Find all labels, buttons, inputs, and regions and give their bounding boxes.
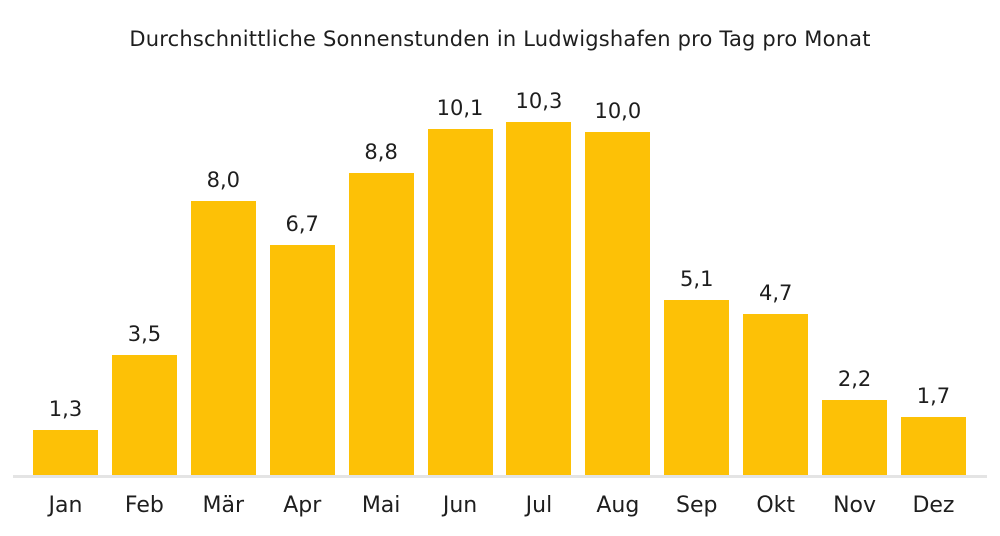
x-axis-label: Feb [124, 493, 164, 518]
bar-value-label: 5,1 [680, 267, 714, 291]
x-axis-label: Mär [202, 493, 245, 518]
bar-column: 10,1 [427, 96, 493, 475]
bar [822, 400, 888, 475]
x-axis-label: Sep [676, 493, 718, 518]
x-axis-label: Nov [833, 493, 877, 518]
bar [33, 430, 98, 475]
bar [269, 245, 335, 475]
bar-value-label: 4,7 [758, 281, 793, 305]
bars-row: 1,3 3,5 8,0 6,7 8,8 10,1 10,3 10,0 5,1 4,7 2,2 1,7 [33, 89, 966, 475]
bar-value-label: 6,7 [285, 212, 319, 236]
bar [900, 417, 966, 475]
bar-value-label: 1,7 [916, 384, 951, 408]
x-axis-label: Mai [361, 493, 401, 518]
bar [585, 132, 651, 475]
bar-value-label: 1,3 [48, 397, 83, 421]
x-axis-label: Jan [48, 493, 83, 518]
bar-column: 1,7 [900, 384, 966, 475]
x-axis-label: Apr [283, 493, 322, 518]
bar-value-label: 8,0 [206, 168, 241, 192]
bar-column: 10,0 [585, 99, 651, 475]
bar-column: 4,7 [743, 281, 809, 475]
bar-value-label: 8,8 [364, 140, 398, 164]
x-axis-label: Jun [442, 493, 478, 518]
bar-column: 3,5 [111, 322, 177, 475]
x-axis-baseline [13, 475, 987, 478]
bar [664, 300, 730, 475]
x-axis-label: Jul [525, 493, 553, 518]
bar-column: 1,3 [33, 397, 98, 475]
bar [427, 129, 493, 475]
x-axis-label: Aug [596, 493, 640, 518]
bar-column: 6,7 [269, 212, 335, 475]
bar-value-label: 2,2 [837, 367, 872, 391]
bar-value-label: 10,3 [515, 89, 563, 113]
bar-column: 10,3 [506, 89, 572, 475]
bar [743, 314, 809, 475]
bar-column: 8,8 [348, 140, 414, 475]
bar-column: 8,0 [190, 168, 256, 475]
x-axis-label: Dez [912, 493, 955, 518]
bar-column: 2,2 [822, 367, 888, 475]
bar [190, 201, 256, 475]
bar [111, 355, 177, 475]
chart-title: Durchschnittliche Sonnenstunden in Ludwi… [129, 27, 871, 51]
bar [506, 122, 572, 475]
x-axis-label: Okt [756, 493, 795, 518]
bar-value-label: 10,0 [594, 99, 642, 123]
bar-column: 5,1 [664, 267, 730, 475]
bar [348, 173, 414, 475]
bar-value-label: 3,5 [127, 322, 162, 346]
x-axis-labels-row: Jan Feb Mär Apr Mai Jun Jul Aug Sep Okt Nov Dez [33, 493, 966, 518]
bar-value-label: 10,1 [436, 96, 484, 120]
